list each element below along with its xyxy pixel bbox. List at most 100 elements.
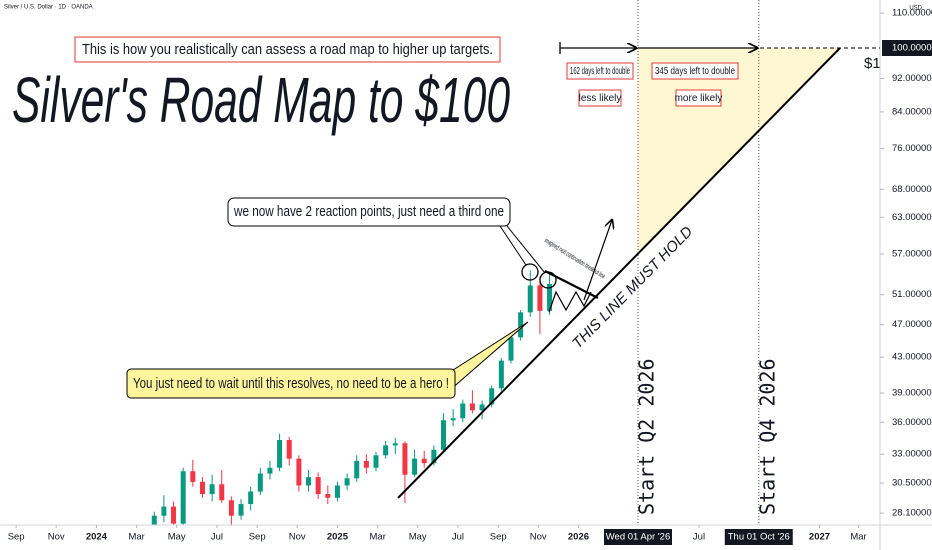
candle-body [171,506,177,524]
x-tick-label: Sep [490,532,507,543]
y-tick-label: 43.00000 [892,352,932,363]
y-tick-label: 39.00000 [892,387,932,398]
candle-body [363,460,369,468]
y-tick-label: 51.00000 [892,289,932,300]
y-tick-label: 36.00000 [892,417,932,428]
x-tick-label: May [409,532,427,543]
callout: we now have 2 reaction points, just need… [233,203,504,220]
candle-body [199,481,205,495]
x-tick-label: Jul [452,532,464,543]
y-tick-label: 28.10000 [892,508,932,519]
candle-body [315,477,321,495]
x-tick-label: Nov [289,532,306,543]
candle-body [469,403,475,411]
candle-body [412,458,418,475]
y-tick-label: 68.00000 [892,184,932,195]
y-tick-label: 76.00000 [892,143,932,154]
pointer [506,225,546,274]
candle-body [402,443,408,475]
label-box [651,62,739,80]
x-tick-label: Mar [850,532,866,543]
quarter-label: Start Q4 2026 [756,358,780,515]
plot-area [151,270,553,525]
label: 162 days left to double [570,66,630,77]
candle-body [498,360,504,389]
x-tick-label: Jul [693,532,705,543]
x-tick-label: Sep [8,532,25,543]
date-label-box [604,529,673,545]
y-tick-label: 57.00000 [892,248,932,259]
x-tick-label: 2026 [568,532,589,543]
callout: You just need to wait until this resolve… [133,375,449,392]
candle-body [277,440,283,468]
zigzag [548,290,592,313]
candle-body [450,418,456,421]
price-label-box [882,40,932,57]
currency: USD [909,6,922,12]
candle-body [306,477,312,486]
candle-body [344,478,350,486]
candle-body [440,420,446,450]
candle-body [286,440,292,459]
candle-body [508,337,514,361]
x-tick-label: Sep [249,532,266,543]
up-arrow [583,220,612,301]
candle-body [383,445,389,456]
x-tick-label: Nov [48,532,65,543]
candle-body [190,471,196,482]
x-tick-label: 2024 [86,532,108,543]
candle-body [219,484,225,501]
candle-body [354,460,360,479]
price-label: 100.00000 [892,43,932,54]
reaction-circle [539,271,557,289]
candle-body [248,491,254,505]
callout-box [126,368,456,399]
x-tick-label: 2027 [809,532,830,543]
candle-body [296,458,302,486]
date-label-box [724,529,793,545]
y-tick-label: 92.00000 [892,73,932,84]
x-tick-label: 2025 [327,532,349,543]
candle-body [228,500,234,516]
y-tick-label: 30.50000 [892,478,932,489]
label-box [675,89,722,107]
candle-body [518,312,524,338]
candle-body [334,485,340,498]
candle-body [460,403,466,419]
candle-body [479,404,485,411]
label-box [578,89,622,107]
label-box [566,62,634,80]
y-tick-label: 84.00000 [892,106,932,117]
candle-body [489,388,495,405]
candle-body [431,449,437,464]
y-tick-label: 33.00000 [892,449,932,460]
date-label: Wed 01 Apr '26 [606,532,671,543]
price-axis [880,0,932,550]
candle-body [180,471,186,524]
x-tick-label: Mar [370,532,386,543]
y-tick-label: 63.00000 [892,212,932,223]
candle-body [392,443,398,446]
candle-body [238,504,244,516]
reaction-circle [521,263,539,281]
headline: Silver's Road Map to $100 [12,64,510,136]
x-tick-label: Nov [530,532,547,543]
candle-body [151,515,157,525]
y-tick-label: 47.00000 [892,319,932,330]
candle-body [547,284,553,311]
pointer [499,225,527,266]
symbol-header: Silver / U.S. Dollar · 1D · OANDA [4,5,93,11]
candle-body [527,285,533,313]
label: more likely [675,93,723,104]
candle-body [373,455,379,468]
x-tick-label: Mar [128,532,144,543]
date-label: Thu 01 Oct '26 [728,532,790,543]
candle-body [325,494,331,498]
note-box [74,36,501,63]
label: 345 days left to double [655,66,735,77]
candle-body [537,285,543,311]
candle-body [257,473,263,492]
callout-box [227,197,511,227]
